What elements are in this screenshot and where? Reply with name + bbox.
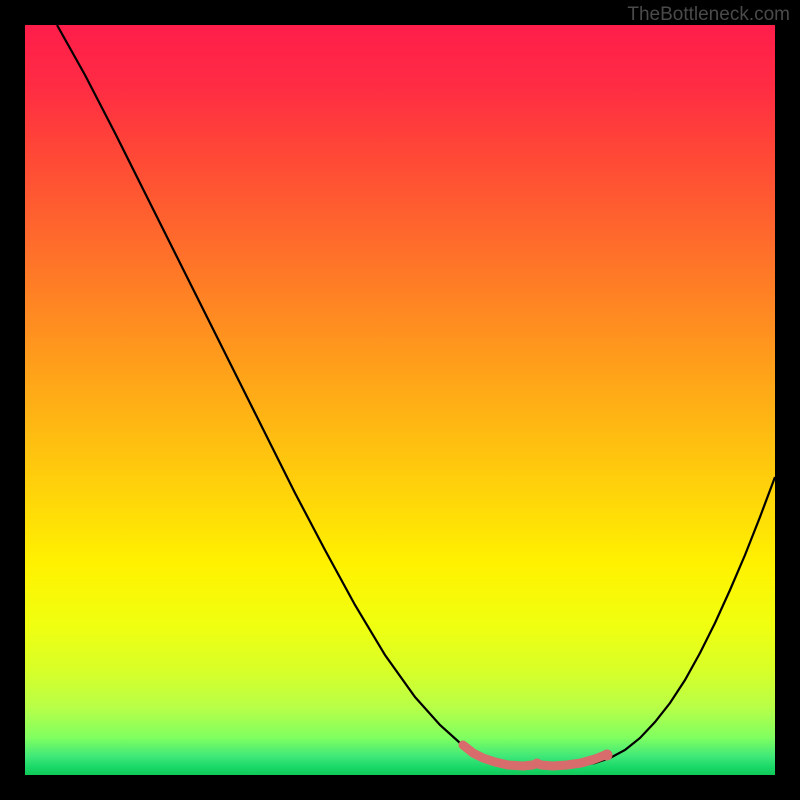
plot-area — [25, 25, 775, 775]
trough-marker-line — [463, 745, 605, 766]
trough-end-dot — [602, 750, 613, 761]
bottleneck-curve-line — [57, 25, 775, 767]
chart-curve — [25, 25, 775, 775]
watermark-text: TheBottleneck.com — [627, 4, 790, 26]
